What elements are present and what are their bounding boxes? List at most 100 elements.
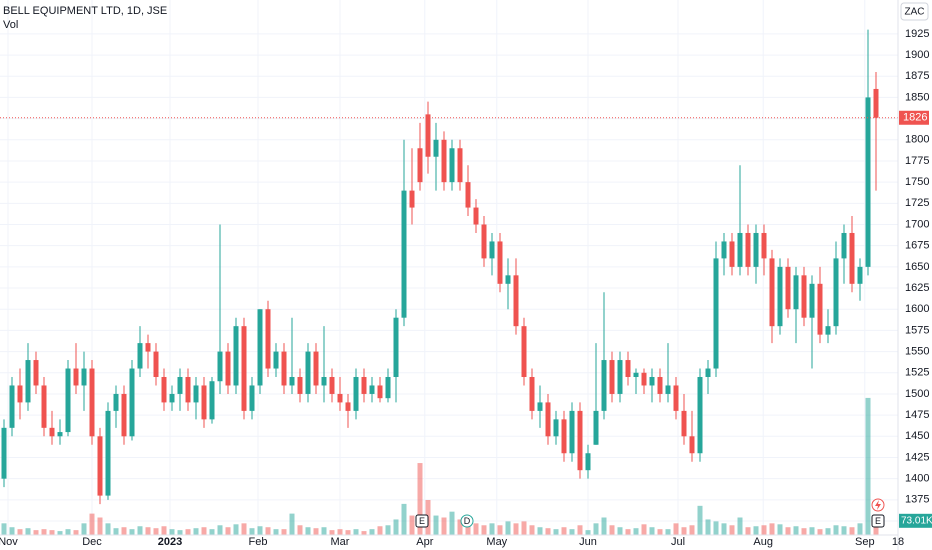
candle-body (393, 317, 399, 377)
volume-bar (849, 527, 855, 535)
candle-body (673, 385, 679, 411)
candle-body (1, 427, 7, 479)
candle-body (505, 275, 511, 284)
volume-bar (345, 530, 351, 535)
volume-bar (577, 525, 583, 535)
volume-bar (505, 521, 511, 535)
volume-bar (409, 515, 415, 535)
candle-body (441, 139, 447, 183)
volume-bar (361, 531, 367, 535)
candle-body (353, 376, 359, 411)
event-marker[interactable] (871, 514, 885, 528)
event-label[interactable]: E (875, 516, 881, 526)
y-tick-label: 1575 (905, 324, 929, 336)
candle-body (705, 368, 711, 377)
volume-bar (313, 528, 319, 535)
volume-bar (145, 527, 151, 535)
volume-bar (769, 523, 775, 535)
candle-body (777, 266, 783, 327)
volume-bar (33, 530, 39, 535)
volume-bar (473, 523, 479, 535)
volume-bar (185, 529, 191, 535)
chart-title: BELL EQUIPMENT LTD, 1D, JSE (3, 5, 167, 17)
y-tick-label: 1650 (905, 261, 929, 273)
y-tick-label: 1450 (905, 430, 929, 442)
candle-body (433, 139, 439, 157)
candle-body (601, 360, 607, 411)
y-tick-label: 1550 (905, 345, 929, 357)
candles (1, 29, 879, 505)
event-marker[interactable] (460, 514, 474, 528)
candle-body (785, 266, 791, 310)
event-marker[interactable] (415, 514, 429, 528)
candle-body (737, 232, 743, 267)
candle-body (609, 360, 615, 394)
volume-bar (353, 529, 359, 535)
volume-bar (441, 517, 447, 535)
y-tick-label: 1775 (905, 155, 929, 167)
volume-bar (713, 521, 719, 535)
candle-body (25, 360, 31, 403)
candle-body (529, 376, 535, 411)
volume-bar (417, 463, 423, 535)
candle-body (617, 360, 623, 394)
candle-body (481, 224, 487, 259)
candle-body (169, 393, 175, 403)
volume-bar (137, 526, 143, 535)
candle-body (817, 283, 823, 335)
candle-body (753, 232, 759, 267)
volume-bar (369, 529, 375, 535)
candle-body (809, 283, 815, 318)
candle-body (697, 376, 703, 454)
volume-bar (481, 525, 487, 535)
volume-bar (729, 525, 735, 535)
currency-button[interactable] (900, 2, 929, 21)
candle-body (625, 360, 631, 377)
candle-body (593, 410, 599, 445)
event-label[interactable]: E (419, 516, 425, 526)
candle-body (545, 402, 551, 437)
x-tick-label: Jul (671, 536, 685, 548)
volume-bar (265, 527, 271, 535)
volume-bar (705, 519, 711, 535)
candle-body (97, 436, 103, 496)
volume-bar (841, 526, 847, 535)
candle-body (281, 351, 287, 386)
volume-bar (41, 529, 47, 535)
candle-body (297, 376, 303, 394)
candle-body (713, 258, 719, 369)
candle-body (417, 148, 423, 183)
volume-bar (393, 519, 399, 535)
y-tick-label: 1900 (905, 49, 929, 61)
volume-bar (561, 527, 567, 535)
volume-bar (81, 523, 87, 535)
candle-body (153, 351, 159, 377)
volume-bar (225, 527, 231, 535)
volume-bar (105, 523, 111, 535)
candle-body (289, 376, 295, 386)
volume-bar (89, 513, 95, 535)
volume-bar (161, 526, 167, 535)
x-tick-label: Aug (753, 536, 773, 548)
volume-bar (513, 523, 519, 535)
volume-bar (73, 530, 79, 535)
currency-label[interactable]: ZAC (905, 7, 925, 18)
volume-bar (17, 529, 23, 535)
volume-bar (401, 503, 407, 535)
candle-body (9, 385, 15, 428)
candle-body (649, 376, 655, 386)
candle-body (41, 385, 47, 428)
event-label[interactable]: D (464, 516, 471, 526)
dividend-icon[interactable] (871, 498, 885, 512)
y-tick-label: 1475 (905, 409, 929, 421)
x-tick-label: Nov (0, 536, 18, 548)
candle-body (33, 360, 39, 386)
candle-body (369, 385, 375, 394)
volume-bar (529, 525, 535, 535)
y-tick-label: 1425 (905, 451, 929, 463)
volume-bar (289, 513, 295, 535)
volume-bar (25, 528, 31, 535)
x-tick-label: Feb (249, 536, 268, 548)
volume-bar (249, 528, 255, 535)
